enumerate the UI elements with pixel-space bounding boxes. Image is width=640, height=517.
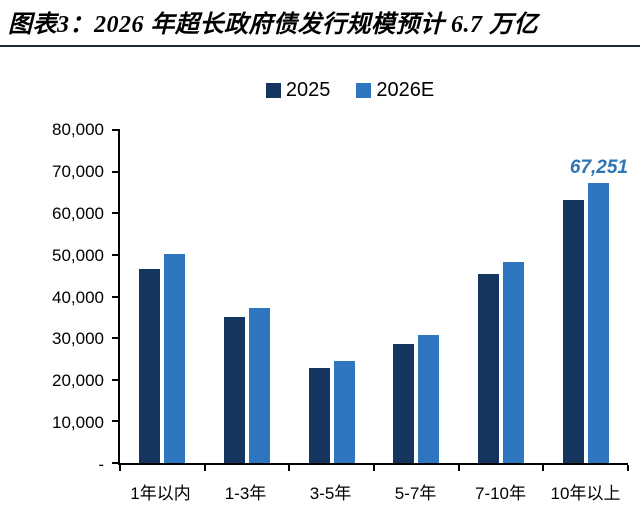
bar-2026E-1 (164, 254, 186, 463)
bar-group-5 (459, 130, 544, 463)
bar-2026E-3 (333, 361, 355, 463)
y-tick-mark (112, 253, 120, 256)
y-tick-label: - (98, 455, 104, 474)
y-tick-mark (112, 129, 120, 131)
bar-value-label: 67,251 (569, 157, 628, 179)
y-tick-mark (112, 295, 120, 298)
x-tick-mark (203, 465, 206, 471)
y-tick-label: 80,000 (52, 120, 104, 139)
chart-title: 图表3：2026 年超长政府债发行规模预计 6.7 万亿 (8, 12, 538, 38)
x-tick-mark (542, 465, 545, 471)
legend-swatch (265, 82, 281, 98)
y-tick-label: 60,000 (52, 203, 104, 223)
plot-area: 67,251 (112, 129, 629, 471)
title-divider (0, 45, 640, 47)
x-tick-label: 1-3年 (224, 484, 267, 503)
legend-item-2025: 2025 (265, 79, 331, 101)
y-tick-mark (112, 337, 120, 340)
y-tick-mark (112, 378, 120, 381)
x-tick-mark (288, 465, 291, 471)
x-tick-mark (119, 465, 121, 471)
bar-2025-2 (224, 317, 245, 463)
y-tick-label: 30,000 (52, 329, 104, 349)
x-axis-labels: 1年以内 1-3年 3-5年 5-7年 7-10年 10年以上 (118, 479, 628, 504)
bar-group-1 (120, 130, 205, 463)
y-tick-label: 50,000 (52, 245, 104, 265)
chart-area: - 10,000 20,000 30,000 40,000 50,000 60,000 70,… (0, 121, 640, 517)
y-tick-mark (112, 212, 120, 215)
bar-2026E-4 (418, 334, 440, 463)
bars-layer (120, 130, 628, 463)
y-tick-label: 40,000 (52, 287, 104, 307)
legend: 2025 2026E (0, 80, 640, 100)
y-tick-label: 10,000 (52, 413, 104, 433)
legend-swatch (356, 82, 372, 98)
bar-2025-6 (562, 199, 584, 463)
x-tick-mark (627, 465, 629, 471)
y-tick-label: 70,000 (52, 161, 104, 181)
bar-group-2 (205, 130, 290, 463)
y-tick-mark (112, 170, 120, 173)
bar-2026E-5 (503, 262, 525, 463)
y-tick-label: 20,000 (52, 371, 104, 391)
y-tick-mark (112, 462, 120, 464)
x-tick-label: 7-10年 (474, 484, 527, 503)
bar-2025-3 (308, 368, 330, 463)
x-tick-label: 5-7年 (394, 484, 437, 503)
legend-item-2026e: 2026E (356, 80, 434, 100)
bar-2025-4 (393, 343, 415, 463)
bar-group-6 (543, 130, 628, 463)
x-tick-mark (373, 465, 375, 471)
bar-group-4 (374, 130, 459, 463)
bar-2026E-6 (587, 183, 609, 463)
x-tick-label: 3-5年 (309, 484, 352, 503)
legend-label: 2025 (285, 79, 331, 101)
y-axis-labels: - 10,000 20,000 30,000 40,000 50,000 60,000 70,… (0, 121, 104, 474)
bar-2026E-2 (249, 307, 270, 463)
x-tick-label: 1年以内 (130, 484, 191, 503)
x-tick-mark (457, 465, 460, 471)
bar-2025-1 (139, 269, 161, 463)
legend-label: 2026E (376, 79, 435, 101)
x-tick-label: 10年以上 (550, 484, 621, 503)
y-tick-mark (112, 420, 120, 423)
bar-group-3 (289, 130, 374, 463)
bar-2025-5 (478, 274, 500, 463)
